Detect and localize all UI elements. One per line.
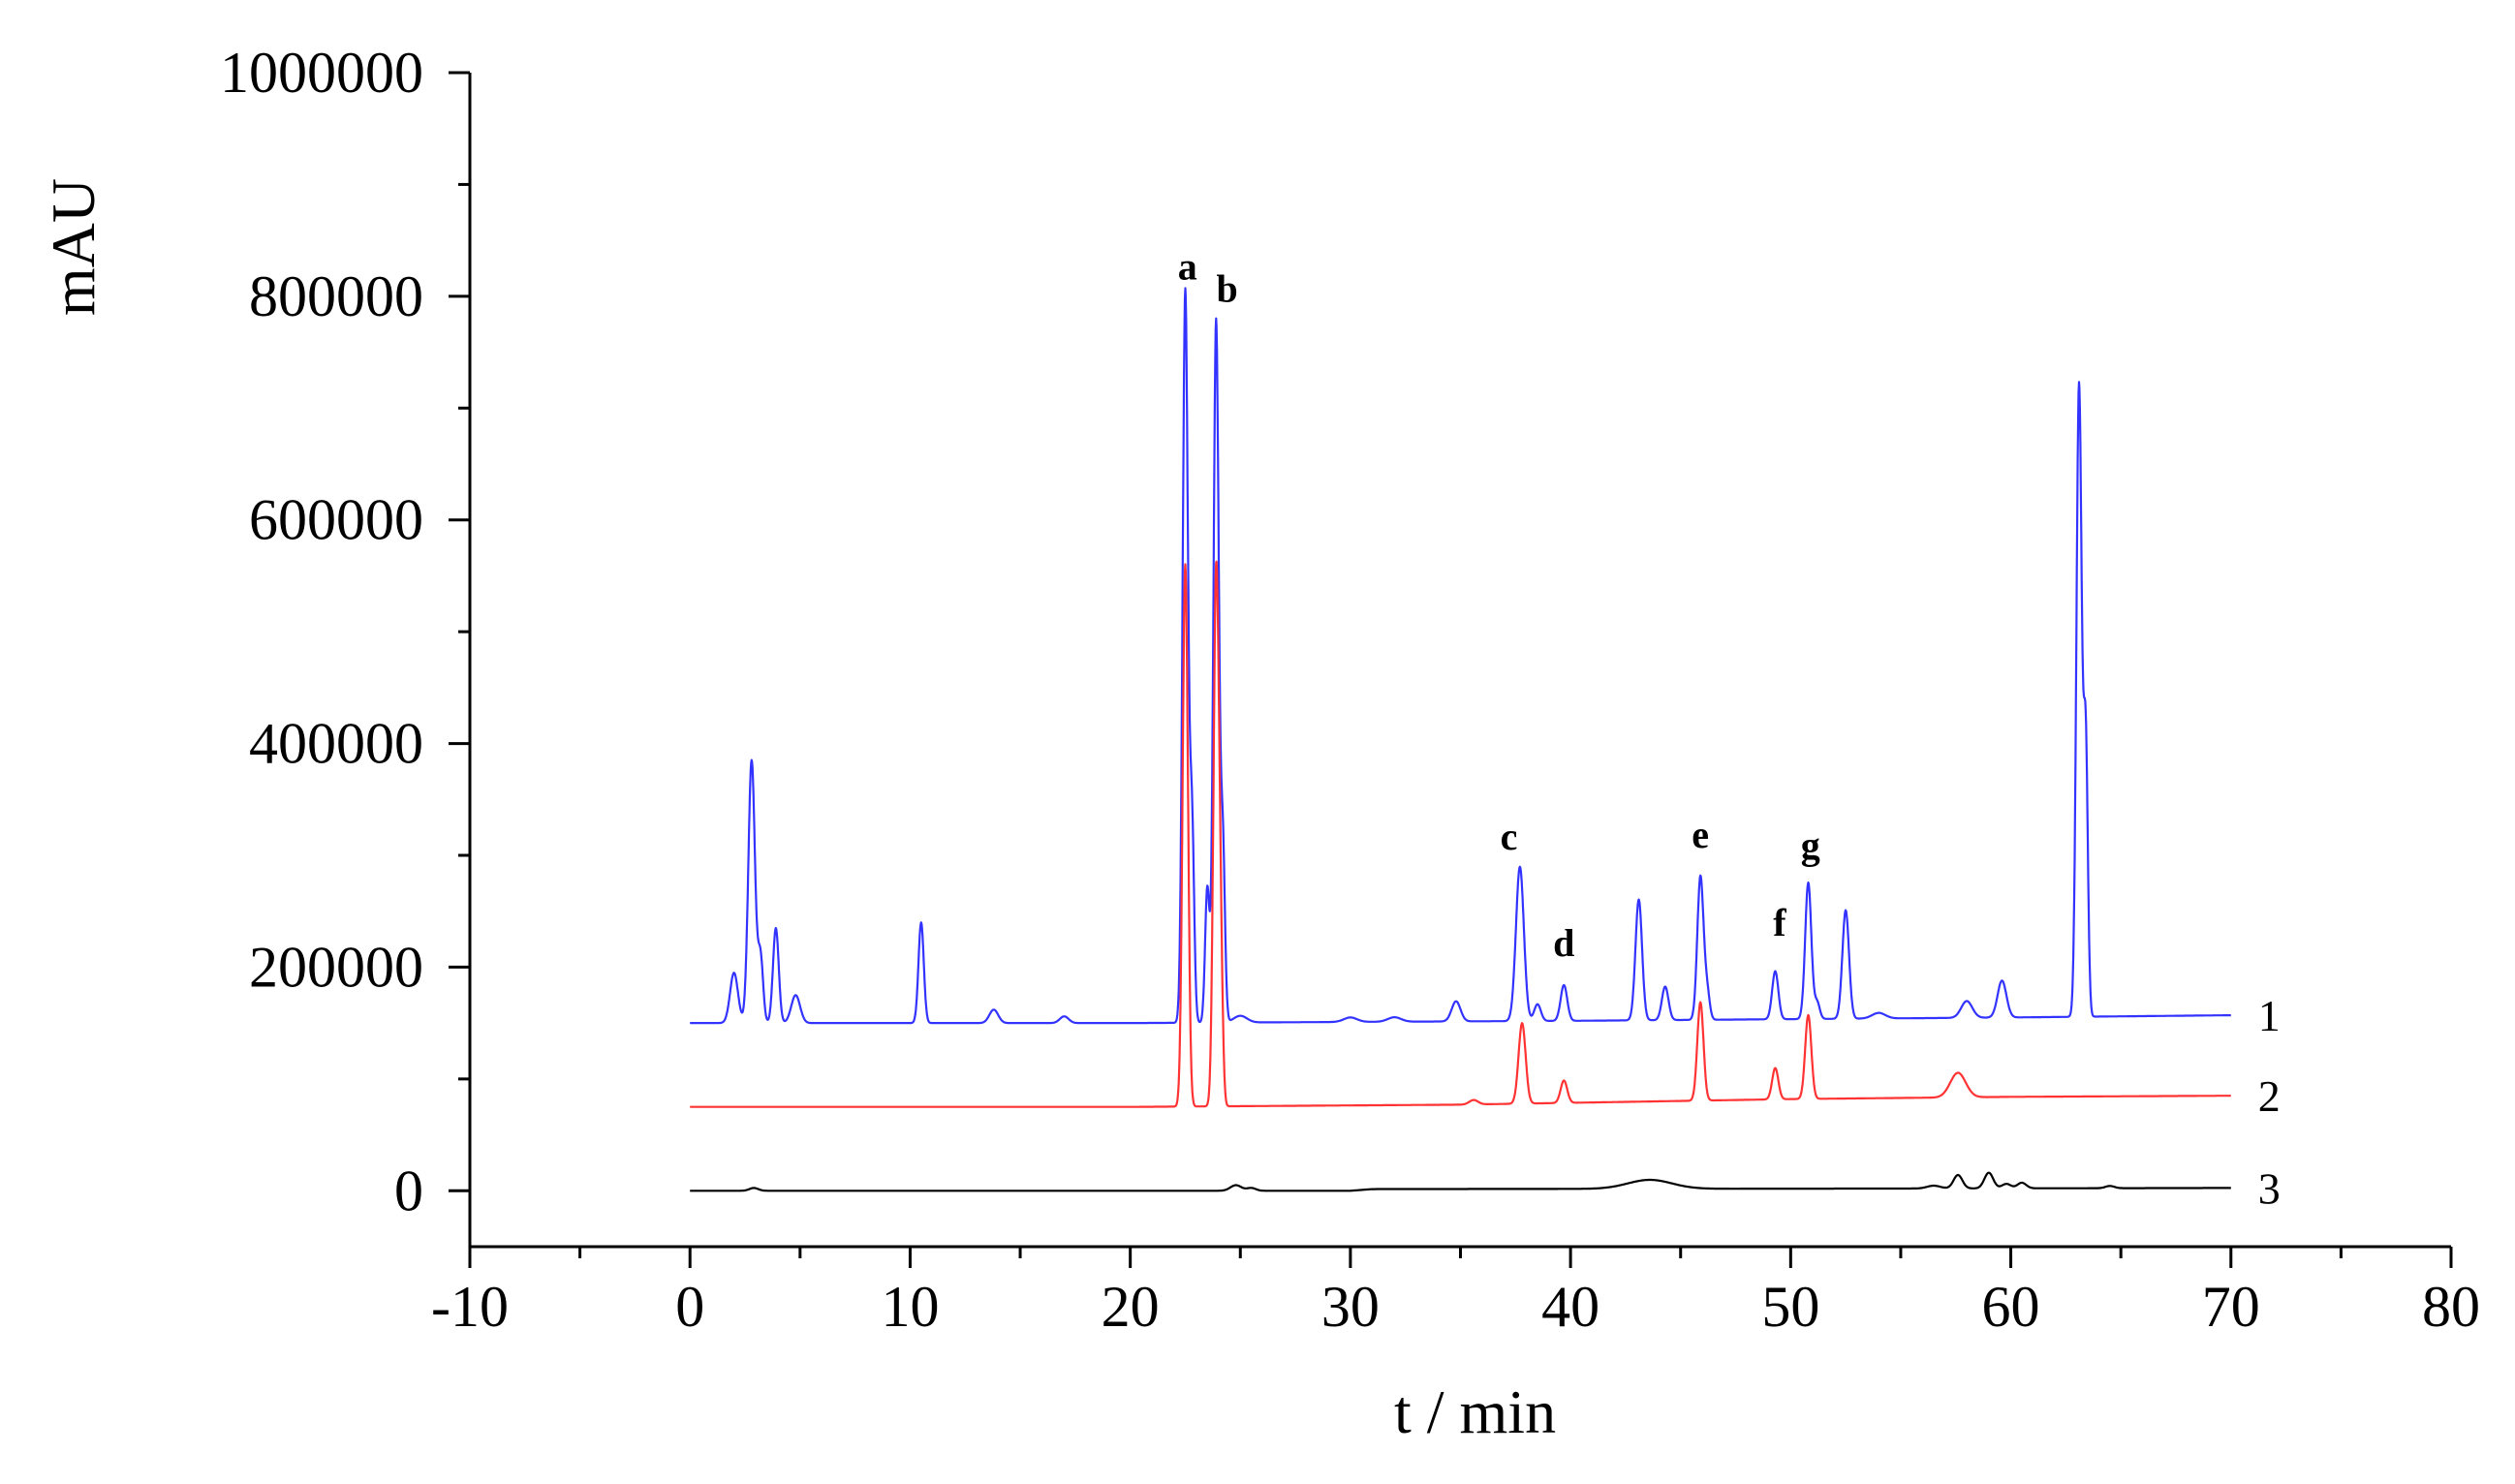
- x-tick-label: 70: [2202, 1275, 2260, 1339]
- x-tick-label: 30: [1321, 1275, 1380, 1339]
- x-tick-label: 0: [675, 1275, 704, 1339]
- x-tick-label: 80: [2422, 1275, 2480, 1339]
- y-tick-label: 0: [394, 1159, 423, 1222]
- trace-label-3: 3: [2258, 1163, 2281, 1213]
- x-tick-label: 40: [1541, 1275, 1599, 1339]
- y-tick-label: 200000: [249, 935, 423, 999]
- x-axis-ticks: -10 0 10 20 30 40 50 60 70 80: [431, 1247, 2480, 1339]
- peak-label-e: e: [1692, 813, 1709, 856]
- y-tick-label: 400000: [249, 712, 423, 776]
- x-axis-title: t / min: [1394, 1377, 1556, 1446]
- trace-2-line: [689, 560, 2232, 1108]
- y-axis-title: mAU: [39, 178, 108, 316]
- peak-label-g: g: [1801, 823, 1820, 867]
- x-tick-label: 50: [1761, 1275, 1819, 1339]
- y-tick-label: 600000: [249, 488, 423, 552]
- trace-label-1: 1: [2258, 991, 2281, 1040]
- y-tick-label: 1000000: [220, 41, 423, 105]
- peak-label-f: f: [1773, 901, 1786, 944]
- peak-annotations: ab c d e fg: [1178, 245, 1820, 965]
- peak-label-d: d: [1553, 921, 1574, 965]
- trace-labels: 1 2 3: [2258, 991, 2281, 1213]
- y-axis-ticks: 0 200000 400000 600000 800000 1000000: [220, 41, 470, 1222]
- peak-label-c: c: [1501, 815, 1518, 858]
- y-tick-label: 800000: [249, 264, 423, 328]
- x-tick-label: 10: [881, 1275, 939, 1339]
- peak-label-a: a: [1178, 245, 1197, 289]
- trace-3-line: [689, 1171, 2232, 1192]
- x-tick-label: -10: [431, 1275, 509, 1339]
- trace-label-2: 2: [2258, 1071, 2281, 1121]
- trace-1-line: [689, 287, 2232, 1025]
- plot-area: [689, 287, 2232, 1192]
- peak-label-b: b: [1217, 267, 1238, 311]
- axes: -10 0 10 20 30 40 50 60 70 80 0200000400000600000…: [220, 41, 2480, 1339]
- x-tick-label: 60: [1982, 1275, 2040, 1339]
- x-tick-label: 20: [1102, 1275, 1160, 1339]
